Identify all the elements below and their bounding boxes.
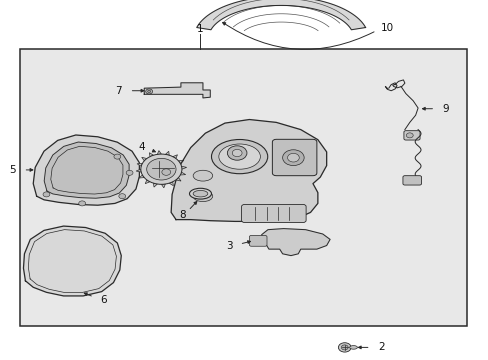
Text: 5: 5: [9, 165, 16, 175]
Ellipse shape: [349, 346, 357, 349]
Circle shape: [282, 150, 304, 166]
Polygon shape: [33, 135, 139, 205]
FancyBboxPatch shape: [403, 131, 419, 140]
Circle shape: [141, 154, 182, 184]
FancyBboxPatch shape: [249, 235, 266, 246]
Circle shape: [338, 343, 350, 352]
Circle shape: [287, 153, 299, 162]
Circle shape: [162, 169, 170, 175]
Circle shape: [145, 89, 152, 94]
Text: 10: 10: [380, 23, 393, 33]
Polygon shape: [157, 150, 161, 154]
Polygon shape: [261, 229, 329, 256]
Polygon shape: [23, 226, 121, 296]
FancyBboxPatch shape: [272, 139, 316, 176]
Polygon shape: [44, 142, 129, 198]
Text: 8: 8: [179, 210, 185, 220]
Polygon shape: [176, 177, 181, 181]
Text: 9: 9: [442, 104, 448, 114]
Polygon shape: [136, 169, 141, 172]
Ellipse shape: [211, 140, 267, 174]
Circle shape: [232, 149, 242, 157]
Circle shape: [227, 146, 246, 160]
Text: 4: 4: [138, 142, 144, 152]
Circle shape: [147, 90, 150, 93]
Polygon shape: [139, 175, 144, 178]
Polygon shape: [161, 184, 165, 188]
Polygon shape: [149, 153, 153, 157]
Polygon shape: [172, 155, 177, 158]
Text: 6: 6: [100, 295, 106, 305]
Circle shape: [79, 201, 85, 206]
Text: 3: 3: [225, 241, 232, 251]
Bar: [20, 49, 466, 326]
Text: 1: 1: [197, 24, 203, 34]
Polygon shape: [169, 182, 173, 186]
Text: 7: 7: [115, 86, 122, 96]
FancyBboxPatch shape: [402, 176, 421, 185]
Polygon shape: [196, 0, 365, 30]
Circle shape: [126, 170, 133, 175]
Polygon shape: [180, 172, 185, 175]
FancyBboxPatch shape: [241, 204, 305, 222]
Circle shape: [43, 192, 50, 197]
Circle shape: [119, 194, 125, 199]
Polygon shape: [165, 151, 169, 155]
Ellipse shape: [218, 144, 260, 169]
Polygon shape: [137, 163, 142, 166]
Ellipse shape: [189, 188, 211, 199]
Ellipse shape: [193, 190, 207, 197]
Polygon shape: [171, 120, 326, 221]
Polygon shape: [142, 157, 146, 161]
Circle shape: [406, 133, 412, 138]
Circle shape: [114, 154, 121, 159]
Polygon shape: [145, 180, 150, 184]
Circle shape: [341, 345, 347, 350]
Polygon shape: [178, 160, 183, 163]
Ellipse shape: [193, 170, 212, 181]
Polygon shape: [153, 183, 157, 187]
Polygon shape: [144, 83, 210, 98]
Text: 2: 2: [377, 342, 384, 352]
Ellipse shape: [193, 191, 212, 202]
Polygon shape: [181, 166, 186, 169]
Circle shape: [146, 158, 176, 180]
